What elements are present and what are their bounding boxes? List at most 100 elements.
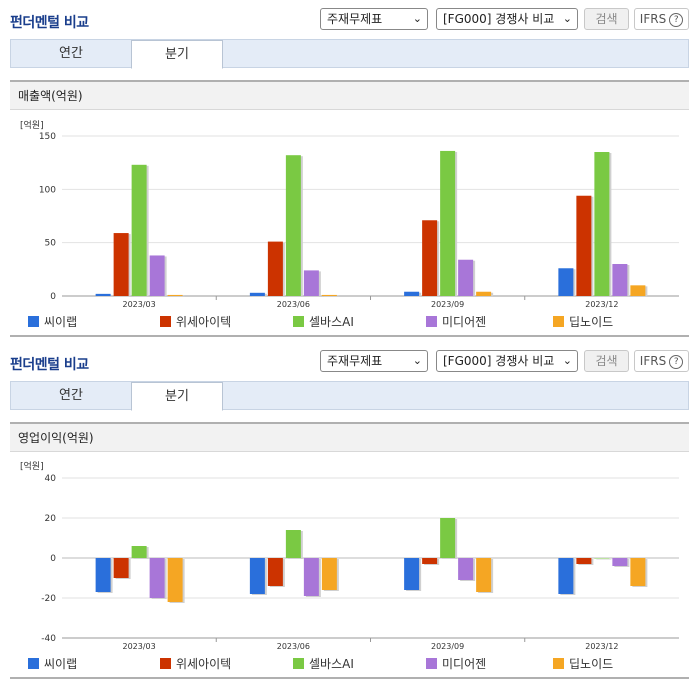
search-button[interactable]: 검색: [584, 8, 629, 30]
panel-operating-profit: 펀더멘털 비교 주재무제표 ⌄ [FG000] 경쟁사 비교 ⌄ 검색 IFRS…: [0, 342, 696, 679]
bar-위세아이텍-2023-06: [267, 558, 283, 586]
panel-revenue: 펀더멘털 비교 주재무제표 ⌄ [FG000] 경쟁사 비교 ⌄ 검색 IFRS…: [0, 0, 696, 337]
x-tick-label: 2023/03: [123, 300, 156, 309]
peer-group-select[interactable]: [FG000] 경쟁사 비교 ⌄: [436, 350, 578, 372]
legend-label: 딥노이드: [569, 657, 614, 671]
y-tick-label: -20: [41, 594, 56, 604]
legend-swatch: [293, 658, 304, 669]
y-axis-unit: [억원]: [20, 121, 44, 131]
bar-딥노이드-2023-03: [167, 294, 183, 296]
bar-위세아이텍-2023-12: [576, 558, 592, 564]
y-tick-label: 50: [45, 239, 57, 249]
statement-select[interactable]: 주재무제표 ⌄: [320, 8, 428, 30]
bar-씨이랩-2023-12: [558, 268, 574, 296]
legend-item-위세아이텍[interactable]: 위세아이텍: [160, 655, 231, 672]
legend-label: 씨이랩: [44, 315, 78, 329]
bar-셀바스AI-2023-03: [131, 546, 147, 558]
ifrs-button[interactable]: IFRS?: [634, 8, 689, 30]
y-tick-label: 150: [39, 132, 56, 142]
tab-quarterly[interactable]: 분기: [131, 40, 223, 69]
bar-위세아이텍-2023-06: [267, 241, 283, 296]
legend-swatch: [553, 658, 564, 669]
legend-label: 씨이랩: [44, 657, 78, 671]
ifrs-label: IFRS: [639, 354, 667, 368]
panel-header: 펀더멘털 비교 주재무제표 ⌄ [FG000] 경쟁사 비교 ⌄ 검색 IFRS…: [0, 342, 696, 380]
bar-위세아이텍-2023-03: [113, 558, 129, 578]
x-tick-label: 2023/06: [277, 642, 310, 651]
ifrs-label: IFRS: [639, 12, 667, 26]
y-tick-label: -40: [41, 634, 56, 644]
bar-미디어젠-2023-06: [303, 558, 319, 596]
legend-label: 위세아이텍: [176, 315, 232, 329]
bar-미디어젠-2023-03: [149, 255, 165, 296]
divider: [10, 335, 689, 337]
legend-item-미디어젠[interactable]: 미디어젠: [426, 655, 486, 672]
chevron-down-icon: ⌄: [412, 354, 422, 367]
bar-미디어젠-2023-09: [458, 259, 474, 296]
bar-미디어젠-2023-03: [149, 558, 165, 598]
bar-씨이랩-2023-12: [558, 558, 574, 594]
legend-item-미디어젠[interactable]: 미디어젠: [426, 313, 486, 330]
search-button[interactable]: 검색: [584, 350, 629, 372]
period-tabs: 연간 분기: [10, 381, 689, 411]
tab-quarterly[interactable]: 분기: [131, 382, 223, 411]
help-icon: ?: [669, 354, 684, 369]
y-tick-label: 20: [45, 514, 57, 524]
legend-item-딥노이드[interactable]: 딥노이드: [553, 655, 613, 672]
bar-shadow: [323, 295, 339, 297]
y-tick-label: 100: [39, 185, 56, 195]
metric-label-bar: 영업이익(억원): [10, 422, 689, 452]
statement-select[interactable]: 주재무제표 ⌄: [320, 350, 428, 372]
legend-swatch: [426, 316, 437, 327]
panel-title: 펀더멘털 비교: [10, 357, 89, 373]
legend-label: 미디어젠: [442, 657, 487, 671]
divider: [10, 677, 689, 679]
tab-annual[interactable]: 연간: [59, 388, 83, 403]
peer-group-select-value: [FG000] 경쟁사 비교: [443, 354, 555, 368]
legend-swatch: [28, 658, 39, 669]
y-tick-label: 40: [45, 474, 57, 484]
bar-딥노이드-2023-03: [167, 558, 183, 602]
chevron-down-icon: ⌄: [412, 12, 422, 25]
bar-씨이랩-2023-06: [249, 292, 265, 296]
legend-label: 딥노이드: [569, 315, 614, 329]
legend-swatch: [160, 316, 171, 327]
chart-legend: 씨이랩 위세아이텍 셀바스AI 미디어젠 딥노이드: [28, 655, 678, 671]
bar-딥노이드-2023-06: [321, 294, 337, 296]
panel-title: 펀더멘털 비교: [10, 15, 89, 31]
bar-위세아이텍-2023-03: [113, 233, 129, 296]
legend-item-위세아이텍[interactable]: 위세아이텍: [160, 313, 231, 330]
bar-셀바스AI-2023-03: [131, 164, 147, 296]
bar-씨이랩-2023-06: [249, 558, 265, 594]
x-tick-label: 2023/03: [123, 642, 156, 651]
tab-annual[interactable]: 연간: [59, 46, 83, 61]
bar-셀바스AI-2023-06: [285, 155, 301, 296]
bar-위세아이텍-2023-09: [422, 558, 438, 564]
legend-item-셀바스AI[interactable]: 셀바스AI: [293, 655, 354, 672]
metric-label-bar: 매출액(억원): [10, 80, 689, 110]
operating-profit-chart: -40 -20 0 20 40 2023/03 2023/06 2023/09 2023/12: [41, 474, 679, 651]
x-tick-label: 2023/09: [431, 300, 464, 309]
peer-group-select[interactable]: [FG000] 경쟁사 비교 ⌄: [436, 8, 578, 30]
legend-item-딥노이드[interactable]: 딥노이드: [553, 313, 613, 330]
legend-swatch: [293, 316, 304, 327]
statement-select-value: 주재무제표: [327, 12, 383, 26]
bar-씨이랩-2023-03: [95, 293, 111, 296]
ifrs-button[interactable]: IFRS?: [634, 350, 689, 372]
peer-group-select-value: [FG000] 경쟁사 비교: [443, 12, 555, 26]
bar-미디어젠-2023-06: [303, 270, 319, 296]
bar-셀바스AI-2023-09: [440, 518, 456, 558]
bar-셀바스AI-2023-06: [285, 530, 301, 558]
legend-label: 셀바스AI: [309, 657, 354, 671]
bar-씨이랩-2023-03: [95, 558, 111, 592]
legend-label: 미디어젠: [442, 315, 487, 329]
bar-위세아이텍-2023-12: [576, 195, 592, 296]
bar-shadow: [169, 295, 185, 297]
y-axis-unit: [억원]: [20, 462, 44, 472]
bar-씨이랩-2023-09: [404, 291, 420, 296]
legend-item-씨이랩[interactable]: 씨이랩: [28, 313, 77, 330]
legend-item-셀바스AI[interactable]: 셀바스AI: [293, 313, 354, 330]
legend-item-씨이랩[interactable]: 씨이랩: [28, 655, 77, 672]
bar-딥노이드-2023-09: [476, 558, 492, 592]
panel-header: 펀더멘털 비교 주재무제표 ⌄ [FG000] 경쟁사 비교 ⌄ 검색 IFRS…: [0, 0, 696, 38]
